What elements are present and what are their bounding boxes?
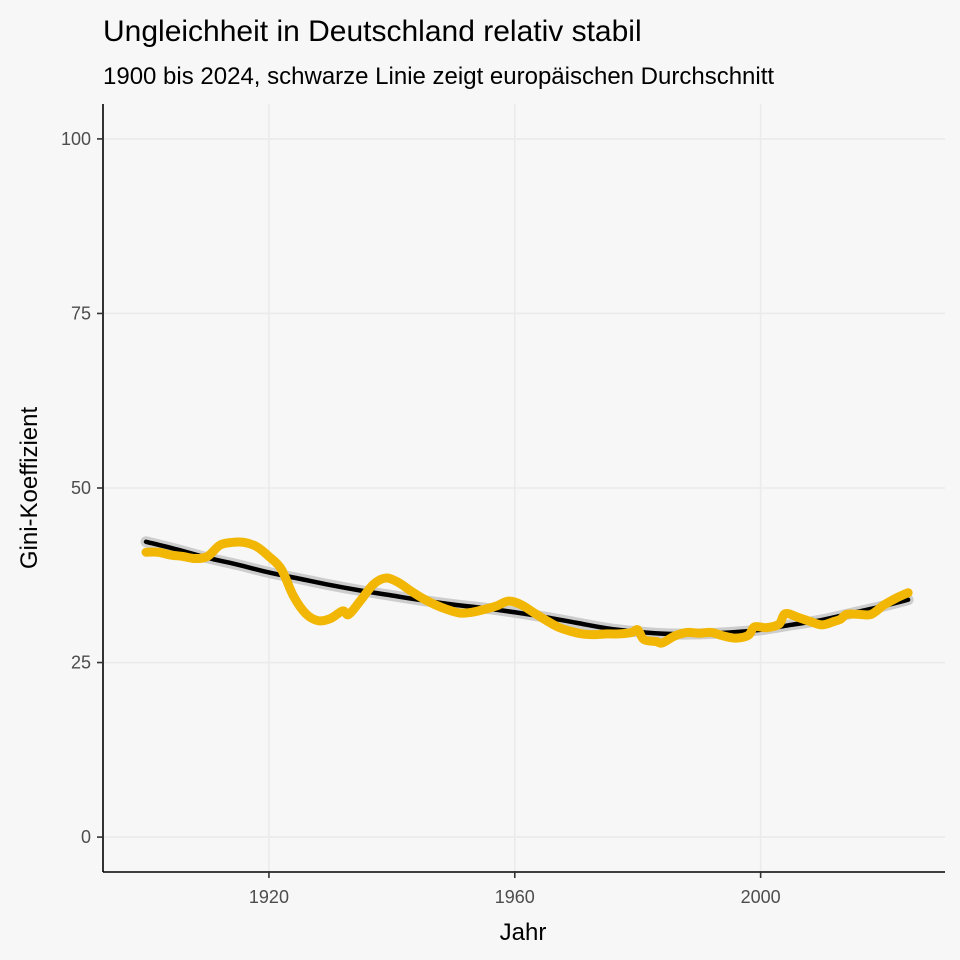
y-tick-label: 0 (81, 827, 91, 847)
x-tick-label: 2000 (741, 887, 781, 907)
y-tick-label: 50 (71, 478, 91, 498)
series-layer (141, 537, 913, 648)
y-tick-label: 100 (61, 129, 91, 149)
y-axis-title: Gini-Koeffizient (16, 407, 43, 570)
germany-gini-line (141, 537, 913, 648)
x-tick-label: 1920 (249, 887, 289, 907)
x-tick-label: 1960 (495, 887, 535, 907)
y-tick-label: 75 (71, 303, 91, 323)
grid-layer (103, 104, 945, 872)
axis-layer (97, 104, 945, 878)
chart-subtitle: 1900 bis 2024, schwarze Linie zeigt euro… (103, 63, 774, 90)
y-tick-label: 25 (71, 653, 91, 673)
x-axis-title: Jahr (500, 919, 547, 946)
tick-label-layer: 0 25 50 75 100 1920 1960 2000 (61, 129, 781, 907)
chart-title: Ungleichheit in Deutschland relativ stab… (103, 15, 642, 48)
